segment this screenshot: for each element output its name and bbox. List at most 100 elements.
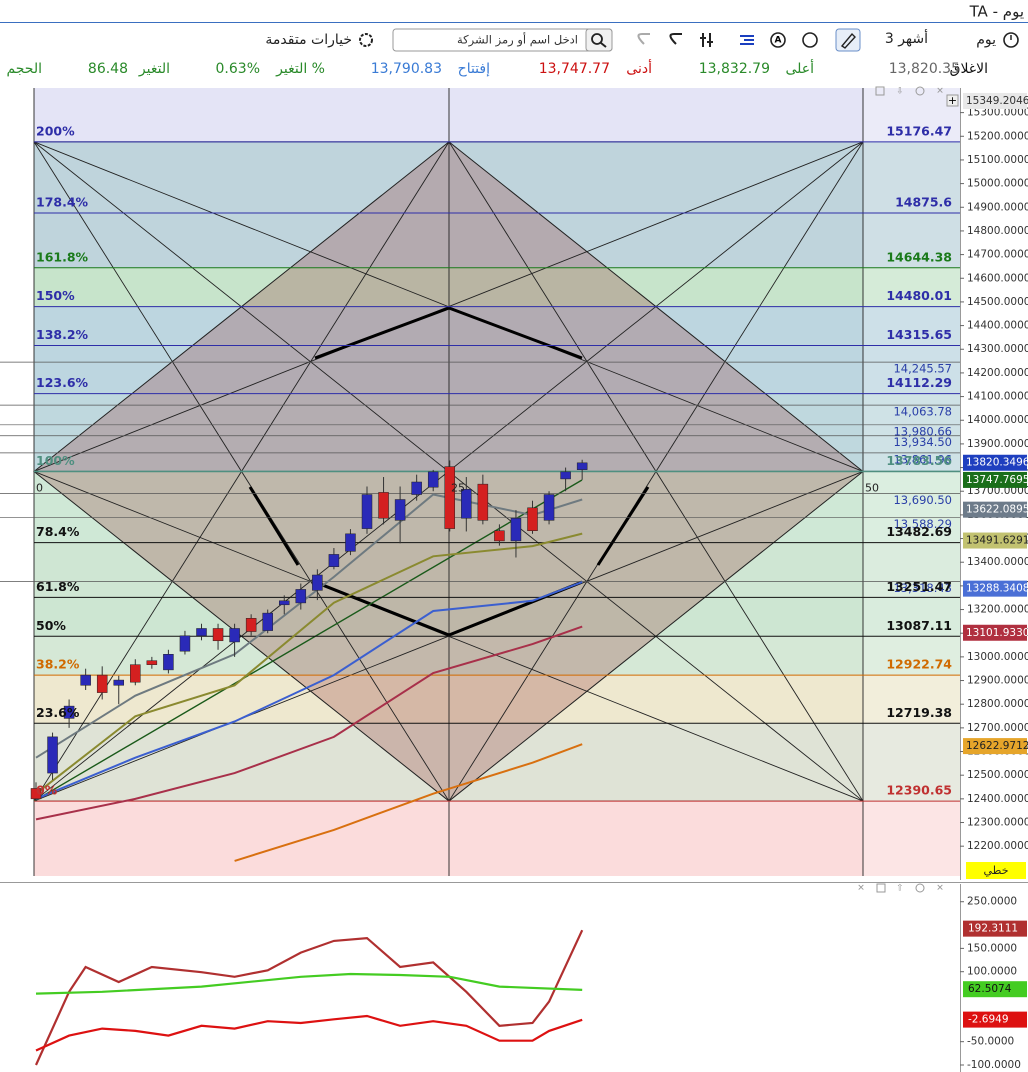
candle-body	[30, 788, 42, 800]
window-title: TA - يوم	[969, 3, 1024, 21]
indicator-line	[34, 929, 584, 1066]
gann-label: 25	[451, 481, 465, 494]
down-button[interactable]: ⇩	[896, 87, 904, 97]
level-label: 13,318.43	[893, 581, 952, 595]
y-tick-label: 14800.0000	[967, 225, 1028, 237]
fib-label: 50%	[36, 618, 66, 633]
draw-tool-button[interactable]	[835, 28, 861, 52]
price-badge-label: 13622.0895	[966, 504, 1028, 516]
y-tick-label: 100.0000	[967, 966, 1017, 978]
band	[34, 345, 960, 394]
panel-x[interactable]: ✕	[936, 884, 944, 894]
search-icon-handle	[600, 42, 607, 48]
price-badge	[963, 532, 1027, 549]
price-badge-label: 15349.2046	[966, 95, 1028, 107]
undo-icon[interactable]	[637, 33, 650, 45]
range-button[interactable]: 3 أشهر	[885, 29, 928, 47]
redo-icon[interactable]	[669, 33, 682, 45]
scale-mode-button[interactable]	[966, 862, 1026, 879]
y-tick-label: 14600.0000	[967, 272, 1028, 284]
fib-label: 138.2%	[36, 327, 89, 342]
y-tick-label: 14900.0000	[967, 201, 1028, 213]
fib-label: 178.4%	[36, 195, 89, 210]
band	[34, 801, 960, 876]
period-button[interactable]: يوم	[976, 32, 996, 48]
search-button[interactable]	[585, 28, 613, 52]
pencil-icon	[840, 32, 856, 49]
candle-body	[63, 705, 75, 719]
candle-body	[411, 481, 422, 495]
price-badge-label: 12622.9712	[966, 740, 1028, 752]
indicator-icon[interactable]	[802, 32, 818, 48]
y-tick-label: 13900.0000	[967, 438, 1028, 450]
price-badge-label: 13747.7695	[966, 474, 1028, 486]
band	[34, 723, 960, 802]
fib-value: 14480.01	[886, 288, 952, 303]
candle-body	[245, 618, 257, 632]
window-button[interactable]	[875, 86, 885, 96]
stat-label: أدنى	[626, 59, 652, 77]
fib-value: 13087.11	[886, 618, 952, 633]
level-label: 13,934.50	[893, 435, 952, 449]
y-tick-label: 13400.0000	[967, 556, 1028, 568]
gann-trend-line	[33, 479, 583, 802]
gann-thick-line	[596, 486, 650, 566]
candles-icon[interactable]	[700, 33, 713, 47]
stat-label: التغير	[138, 61, 170, 77]
fib-value: 14875.6	[895, 195, 952, 210]
stat-label: إفتتاح	[458, 61, 490, 77]
clock-icon[interactable]	[1003, 32, 1019, 48]
indicator-badge	[963, 920, 1027, 937]
auto-icon[interactable]	[770, 32, 786, 48]
moving-average	[35, 625, 583, 821]
auto-letter: A	[775, 36, 782, 46]
panel-settings[interactable]	[915, 883, 925, 893]
y-tick-label: 150.0000	[967, 942, 1017, 954]
level-label: 14,245.57	[893, 362, 952, 376]
fib-label: 100%	[36, 453, 75, 468]
candle-body	[394, 499, 406, 521]
band	[34, 88, 960, 142]
candle-body	[312, 574, 323, 591]
settings-button[interactable]	[915, 86, 925, 96]
y-tick-label: 12900.0000	[967, 675, 1028, 687]
close-button[interactable]: ✕	[936, 87, 944, 97]
candle-body	[576, 462, 588, 470]
stat-value: 13,832.79	[699, 61, 770, 77]
panel-window[interactable]	[876, 883, 886, 893]
panel-up[interactable]: ⇧	[896, 884, 904, 894]
price-badge-label: 13491.6291	[966, 535, 1028, 547]
y-tick-label: 14500.0000	[967, 296, 1028, 308]
y-tick-label: 12400.0000	[967, 793, 1028, 805]
y-tick-label: 13200.0000	[967, 604, 1028, 616]
advanced-options[interactable]: خيارات متقدمة	[265, 32, 352, 48]
y-tick-label: 15000.0000	[967, 178, 1028, 190]
layout-icon[interactable]	[740, 35, 754, 45]
price-badge	[963, 471, 1027, 488]
stat-label: الحجم	[6, 61, 42, 77]
stat-value: 13,747.77	[539, 61, 610, 77]
candle-body	[527, 507, 538, 531]
price-axis: 12200.0000 12300.0000 12400.0000 12500.0000…	[960, 88, 1028, 880]
add-icon: +	[948, 94, 957, 107]
y-tick-label: -100.0000	[967, 1059, 1021, 1071]
price-chart	[0, 88, 960, 876]
search-icon	[591, 33, 603, 45]
panel-close[interactable]: ✕	[857, 884, 865, 894]
add-button[interactable]	[946, 94, 959, 107]
candle-body	[279, 600, 290, 606]
price-badge	[963, 624, 1027, 641]
y-tick-label: 14100.0000	[967, 391, 1028, 403]
price-badge-label: 13820.3496	[966, 457, 1028, 469]
fib-value: 13482.69	[886, 524, 952, 539]
fib-label: 200%	[36, 123, 75, 138]
settings-icon[interactable]	[359, 33, 373, 47]
y-tick-label: 12800.0000	[967, 698, 1028, 710]
y-tick-label: 14700.0000	[967, 249, 1028, 261]
fib-value: 14644.38	[886, 249, 952, 264]
price-badge-label: 13101.9330	[966, 627, 1028, 639]
stat-label: الاغلاق	[950, 61, 988, 77]
y-tick-label: 13700.0000	[967, 485, 1028, 497]
